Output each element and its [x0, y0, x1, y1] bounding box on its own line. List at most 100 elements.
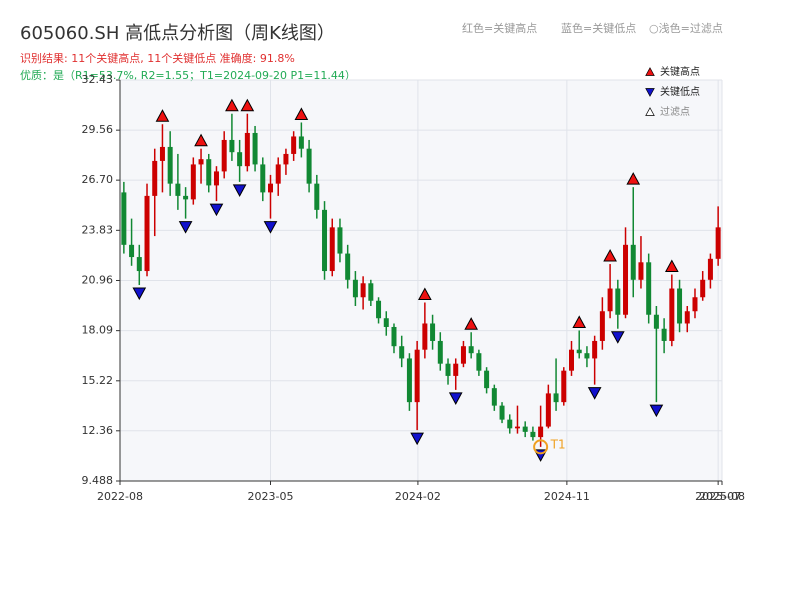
candle-body [275, 164, 281, 184]
candle-body [437, 340, 443, 364]
candle-body [237, 152, 243, 167]
candle-body [592, 340, 598, 359]
candle-body [607, 288, 613, 312]
candle-body [391, 326, 397, 347]
candle-body [376, 300, 382, 319]
candle-body [445, 363, 451, 376]
key-point-marker [225, 98, 239, 112]
candle-body [152, 160, 158, 196]
key-point-marker [587, 387, 602, 400]
candle-body [183, 195, 189, 200]
key-point-marker [410, 432, 424, 446]
header-legend: 蓝色=关键低点 [561, 21, 636, 35]
candle-body [630, 244, 636, 280]
candle-body [221, 139, 227, 172]
candle-body [136, 257, 142, 272]
candle-body [653, 314, 659, 329]
candle-body [692, 297, 698, 312]
candle-body [283, 153, 289, 165]
candle-body [576, 349, 582, 354]
key-point-marker [626, 172, 641, 185]
key-point-marker [464, 317, 479, 330]
y-tick-label: 26.70 [82, 173, 114, 186]
key-point-marker [209, 203, 224, 217]
candle-body [406, 358, 412, 403]
key-point-marker [232, 184, 247, 197]
y-tick-label: 15.22 [82, 374, 114, 387]
candle-body [669, 288, 675, 341]
candle-body [213, 171, 219, 186]
subtitle: 识别结果: 11个关键高点, 11个关键低点 准确度: 91.8% [20, 51, 295, 65]
y-tick-label: 29.56 [82, 123, 114, 136]
candle-body [430, 323, 436, 341]
candle-body [144, 195, 150, 272]
annotation-circle [533, 439, 549, 455]
key-point-marker [418, 287, 432, 301]
candle-body [121, 192, 127, 245]
key-point-marker [178, 221, 193, 234]
candle-body [530, 431, 536, 438]
candle-body [291, 136, 297, 154]
candle-body [345, 253, 351, 280]
candle-body [569, 349, 574, 371]
x-tick-label: 2024-11 [544, 490, 590, 503]
candle-body [707, 258, 713, 280]
candle-body [468, 346, 474, 354]
candle-body [561, 370, 567, 403]
key-point-marker [448, 392, 463, 405]
candle-body [190, 164, 196, 200]
candle-body [522, 426, 528, 432]
legend-label: 过滤点 [660, 105, 690, 118]
key-point-marker [155, 109, 170, 122]
candle-body [460, 346, 466, 364]
candle-body [244, 132, 250, 167]
annotation-label: T1 [550, 437, 566, 451]
candle-body [268, 183, 273, 193]
candle-body [198, 159, 204, 165]
legend-marker [645, 67, 655, 76]
y-tick-label: 18.09 [82, 324, 114, 337]
x-tick-label: 2023-05 [248, 490, 294, 503]
candle-body [306, 148, 312, 184]
candle-body [229, 139, 235, 153]
candle-body [175, 183, 181, 196]
candle-body [484, 370, 490, 389]
x-tick-label: 2025-08 [699, 490, 745, 503]
candle-body [638, 262, 644, 280]
key-point-marker [572, 315, 587, 328]
key-point-marker [664, 259, 679, 273]
candle-body [159, 146, 165, 161]
candle-body [368, 283, 374, 301]
key-point-marker [649, 404, 664, 418]
candle-body [329, 227, 335, 272]
candle-body [360, 283, 366, 298]
candle-body [453, 363, 459, 376]
key-point-marker [294, 107, 309, 120]
candle-body [499, 405, 505, 420]
candle-body [615, 288, 621, 315]
candle-body [715, 227, 721, 259]
candle-body [337, 227, 343, 254]
candle-body [252, 132, 258, 165]
y-tick-label: 9.488 [82, 474, 114, 487]
legend-label: 关键低点 [660, 85, 700, 98]
candle-body [646, 262, 652, 315]
legend-label: 关键高点 [660, 65, 700, 78]
header-legend: 红色=关键高点 [462, 21, 537, 35]
x-tick-label: 2024-02 [395, 490, 441, 503]
candle-body [684, 311, 690, 324]
y-tick-label: 23.83 [82, 223, 114, 236]
key-point-marker [263, 221, 278, 234]
y-tick-label: 12.36 [82, 424, 114, 437]
candle-body [623, 244, 629, 315]
candle-body [584, 353, 590, 359]
key-point-marker [240, 98, 255, 112]
candle-body [677, 288, 683, 324]
chart-title: 605060.SH 高低点分析图（周K线图） [20, 23, 335, 44]
candle-body [399, 346, 405, 359]
candle-body [206, 159, 212, 186]
candle-body [352, 279, 358, 298]
candle-body [507, 419, 513, 429]
candle-body [314, 183, 320, 210]
